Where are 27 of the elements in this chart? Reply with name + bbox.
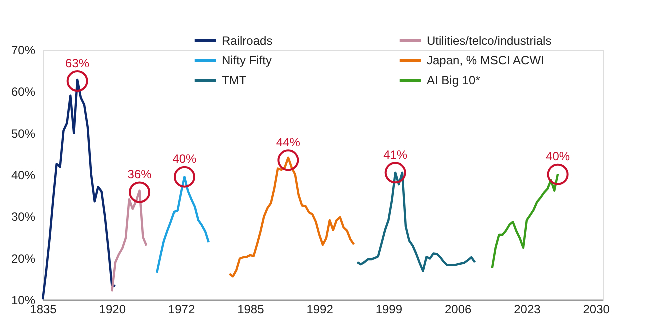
legend-label: Japan, % MSCI ACWI bbox=[427, 54, 544, 68]
annotation: 41% bbox=[384, 148, 408, 162]
y-tick-label: 40% bbox=[11, 168, 36, 182]
annotation: 40% bbox=[546, 150, 570, 164]
y-tick-label: 20% bbox=[11, 252, 36, 266]
legend-label: Railroads bbox=[222, 34, 273, 48]
legend-label: Utilities/telco/industrials bbox=[427, 34, 552, 48]
y-tick-label: 60% bbox=[11, 85, 36, 100]
y-tick-label: 50% bbox=[11, 126, 36, 141]
x-tick-label: 1999 bbox=[376, 302, 403, 316]
annotation: 36% bbox=[128, 168, 152, 182]
x-tick-label: 1992 bbox=[306, 302, 334, 316]
x-tick-label: 2030 bbox=[583, 302, 610, 316]
annotation: 44% bbox=[276, 135, 301, 150]
x-tick-label: 1920 bbox=[99, 302, 126, 316]
y-tick-label: 70% bbox=[11, 44, 36, 58]
legend-label: Nifty Fifty bbox=[222, 54, 272, 68]
x-tick-label: 1985 bbox=[238, 302, 265, 316]
x-tick-label: 1972 bbox=[168, 302, 196, 316]
legend-label: AI Big 10* bbox=[427, 74, 481, 88]
x-tick-label: 2006 bbox=[444, 302, 472, 316]
annotation: 63% bbox=[66, 56, 90, 70]
x-tick-label: 2023 bbox=[514, 302, 542, 316]
legend-label: TMT bbox=[222, 74, 248, 88]
y-tick-label: 30% bbox=[11, 210, 36, 224]
annotation: 40% bbox=[172, 152, 198, 166]
line-series bbox=[228, 156, 356, 278]
